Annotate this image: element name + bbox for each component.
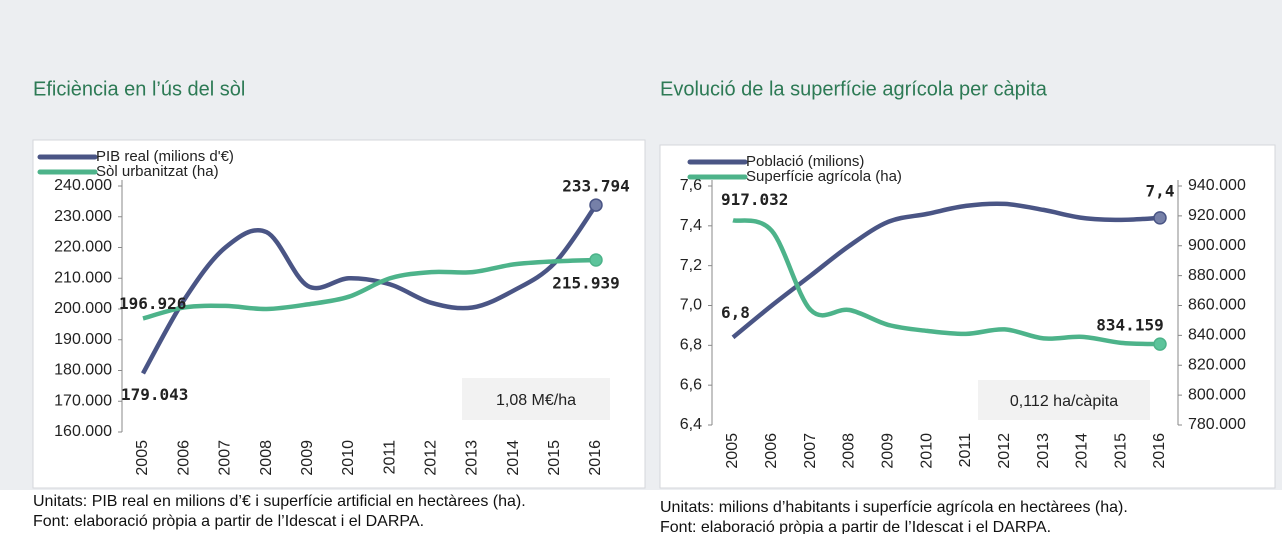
end-marker	[589, 198, 603, 212]
end-marker	[1153, 337, 1167, 351]
series-line	[142, 257, 597, 321]
annotation: 1,08 M€/ha	[496, 392, 576, 409]
x-tick-label: 2006	[763, 433, 780, 469]
x-tick-label: 2016	[587, 440, 604, 476]
chart-title: Eficiència en l’ús del sòl	[33, 78, 245, 100]
x-tick-label: 2011	[381, 440, 398, 475]
data-label: 917.032	[721, 190, 788, 209]
y-tick-label: 220.000	[54, 239, 112, 256]
y-tick-label: 170.000	[54, 392, 112, 409]
end-marker	[1153, 211, 1167, 225]
x-tick-label: 2012	[422, 440, 439, 476]
x-tick-label: 2011	[957, 433, 974, 468]
y-tick-label: 6,8	[680, 337, 702, 354]
y2-tick-label: 880.000	[1188, 267, 1246, 284]
y-tick-label: 210.000	[54, 269, 112, 286]
y2-tick-label: 800.000	[1188, 386, 1246, 403]
chart-title: Evolució de la superfície agrícola per c…	[660, 78, 1048, 100]
y-tick-label: 180.000	[54, 362, 112, 379]
chart-box	[32, 139, 646, 489]
x-tick-label: 2008	[258, 440, 275, 476]
x-tick-label: 2010	[918, 433, 935, 469]
x-tick-label: 2014	[505, 440, 522, 476]
x-tick-label: 2005	[724, 433, 741, 469]
x-tick-label: 2006	[175, 440, 192, 476]
series-line	[731, 201, 1161, 340]
annotation-box	[978, 380, 1150, 420]
x-tick-label: 2005	[134, 440, 151, 476]
x-tick-label: 2014	[1074, 433, 1091, 469]
x-tick-label: 2012	[996, 433, 1013, 469]
x-tick-label: 2013	[1035, 433, 1052, 469]
series-line	[732, 218, 1161, 347]
y-tick-label: 240.000	[54, 177, 112, 194]
y-tick-label: 190.000	[54, 331, 112, 348]
y2-tick-label: 900.000	[1188, 237, 1246, 254]
y-tick-label: 7,4	[680, 217, 702, 234]
y-tick-label: 7,6	[680, 177, 702, 194]
footnote: Font: elaboració pròpia a partir de l’Id…	[33, 513, 424, 530]
data-label: 196.926	[119, 294, 186, 313]
x-tick-label: 2010	[340, 440, 357, 476]
footnote: Unitats: milions d’habitants i superfíci…	[660, 499, 1128, 516]
legend-label: PIB real (milions d'€)	[96, 148, 234, 165]
y-tick-label: 6,4	[680, 416, 702, 433]
data-label: 7,4	[1146, 181, 1175, 200]
legend-label: Sòl urbanitzat (ha)	[96, 163, 219, 180]
end-marker	[589, 253, 603, 267]
x-tick-label: 2007	[802, 433, 819, 469]
footnote: Unitats: PIB real en milions d’€ i super…	[33, 493, 526, 510]
data-label: 179.043	[121, 385, 188, 404]
y2-tick-label: 840.000	[1188, 327, 1246, 344]
x-tick-label: 2015	[1112, 433, 1129, 469]
y2-tick-label: 940.000	[1188, 177, 1246, 194]
footnote: Font: elaboració pròpia a partir de l’Id…	[660, 519, 1051, 534]
data-label: 6,8	[721, 303, 750, 322]
data-label: 834.159	[1096, 316, 1163, 335]
y-tick-label: 6,6	[680, 376, 702, 393]
y2-tick-label: 920.000	[1188, 207, 1246, 224]
y-tick-label: 200.000	[54, 300, 112, 317]
data-label: 233.794	[562, 177, 629, 196]
legend-label: Superfície agrícola (ha)	[746, 168, 902, 185]
y-tick-label: 160.000	[54, 423, 112, 440]
y2-tick-label: 780.000	[1188, 416, 1246, 433]
y-tick-label: 7,2	[680, 257, 702, 274]
y-tick-label: 7,0	[680, 297, 702, 314]
x-tick-label: 2015	[546, 440, 563, 476]
y2-tick-label: 820.000	[1188, 356, 1246, 373]
x-tick-label: 2009	[879, 433, 896, 469]
x-tick-label: 2008	[841, 433, 858, 469]
chart-box	[659, 144, 1276, 489]
annotation-box	[462, 378, 610, 420]
y2-tick-label: 860.000	[1188, 297, 1246, 314]
annotation: 0,112 ha/càpita	[1010, 393, 1118, 410]
x-tick-label: 2013	[464, 440, 481, 476]
x-tick-label: 2007	[217, 440, 234, 476]
y-tick-label: 230.000	[54, 208, 112, 225]
legend-label: Població (milions)	[746, 153, 864, 170]
x-tick-label: 2009	[299, 440, 316, 476]
series-line	[141, 203, 598, 375]
data-label: 215.939	[552, 273, 619, 292]
x-tick-label: 2016	[1151, 433, 1168, 469]
